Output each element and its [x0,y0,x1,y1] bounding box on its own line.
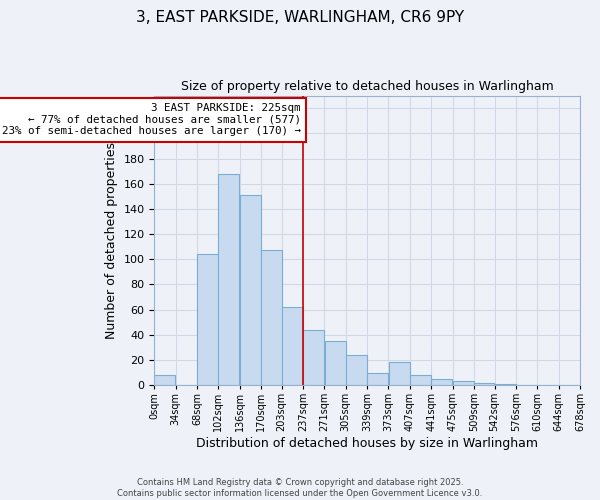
Bar [154,375,175,385]
Bar [282,307,303,385]
Bar [431,379,452,385]
Bar [303,330,324,385]
X-axis label: Distribution of detached houses by size in Warlingham: Distribution of detached houses by size … [196,437,538,450]
Text: 3, EAST PARKSIDE, WARLINGHAM, CR6 9PY: 3, EAST PARKSIDE, WARLINGHAM, CR6 9PY [136,10,464,25]
Bar [367,372,388,385]
Title: Size of property relative to detached houses in Warlingham: Size of property relative to detached ho… [181,80,553,93]
Bar [346,355,367,385]
Bar [474,382,494,385]
Text: 3 EAST PARKSIDE: 225sqm
← 77% of detached houses are smaller (577)
23% of semi-d: 3 EAST PARKSIDE: 225sqm ← 77% of detache… [2,103,301,136]
Bar [261,250,281,385]
Bar [389,362,410,385]
Text: Contains HM Land Registry data © Crown copyright and database right 2025.
Contai: Contains HM Land Registry data © Crown c… [118,478,482,498]
Bar [218,174,239,385]
Bar [197,254,218,385]
Bar [240,195,261,385]
Bar [410,375,431,385]
Bar [495,384,516,385]
Bar [452,382,474,385]
Y-axis label: Number of detached properties: Number of detached properties [104,142,118,339]
Bar [325,341,346,385]
